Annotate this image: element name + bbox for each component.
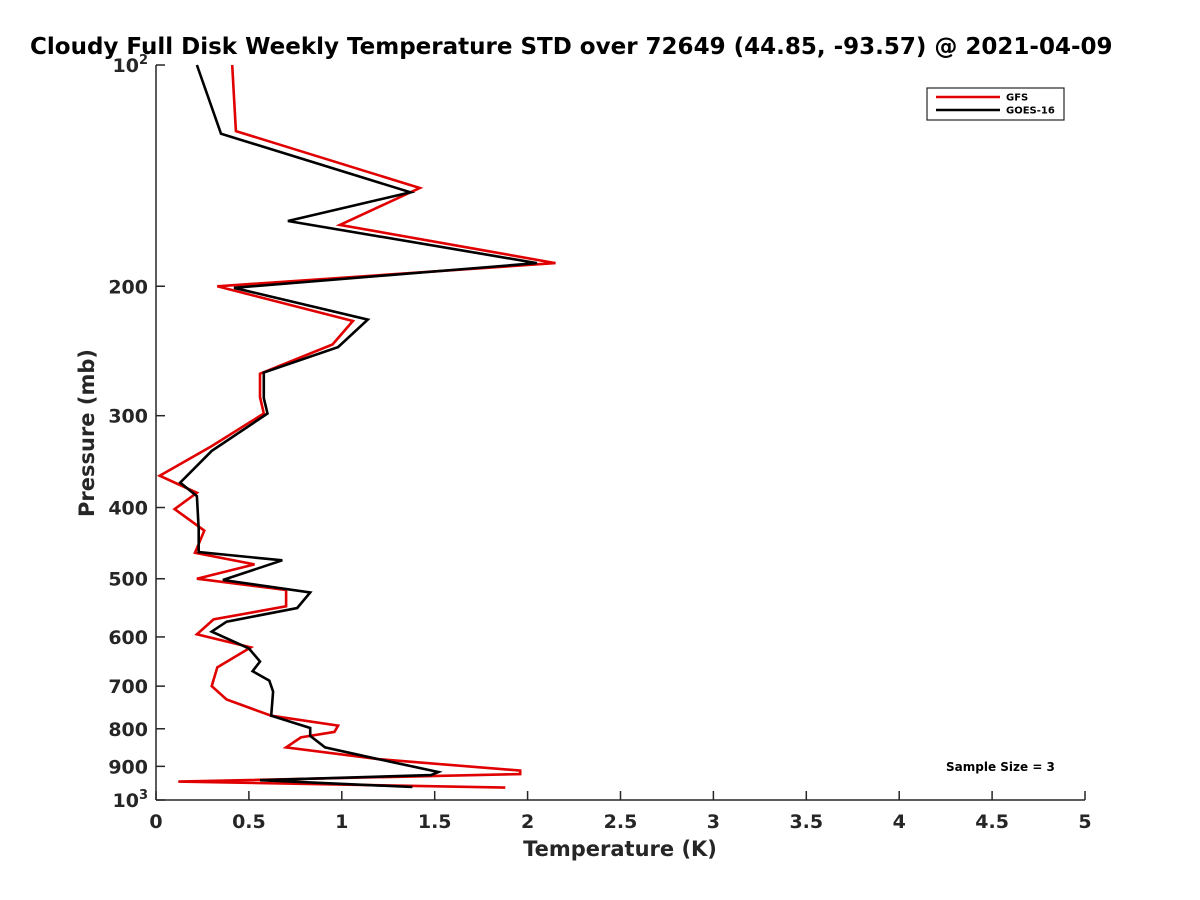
x-tick-label: 1.5 — [418, 811, 452, 833]
legend-label-goes16: GOES-16 — [1006, 106, 1055, 117]
x-tick-label: 2 — [521, 811, 534, 833]
y-tick-label: 500 — [108, 569, 148, 591]
x-tick-label: 5 — [1078, 811, 1091, 833]
y-tick-label: 103 — [113, 788, 149, 812]
plot-background — [156, 65, 1085, 800]
x-axis-ticks: 0 0.5 1 1.5 2 2.5 3 3.5 4 4.5 5 — [149, 791, 1092, 833]
x-axis-label: Temperature (K) — [523, 837, 717, 861]
x-tick-label: 0 — [149, 811, 162, 833]
series-line-goes16 — [178, 64, 538, 789]
y-tick-label: 700 — [108, 676, 148, 698]
plot-area: 0 0.5 1 1.5 2 2.5 3 3.5 4 4.5 5 102 200 300 400 500 600… — [108, 53, 1091, 833]
x-tick-label: 4 — [893, 811, 906, 833]
x-tick-label: 0.5 — [232, 811, 266, 833]
x-tick-label: 2.5 — [604, 811, 638, 833]
y-tick-label: 600 — [108, 627, 148, 649]
x-tick-label: 4.5 — [975, 811, 1009, 833]
y-axis-label: Pressure (mb) — [75, 349, 99, 517]
series-layer — [156, 64, 556, 789]
y-tick-label: 900 — [108, 756, 148, 778]
y-tick-label: 800 — [108, 719, 148, 741]
y-tick-label: 200 — [108, 276, 148, 298]
y-tick-label: 400 — [108, 498, 148, 520]
y-tick-label: 102 — [113, 53, 149, 77]
y-tick-label: 300 — [108, 406, 148, 428]
legend-label-gfs: GFS — [1006, 93, 1028, 104]
chart-title: Cloudy Full Disk Weekly Temperature STD … — [30, 34, 1113, 60]
x-tick-label: 1 — [335, 811, 348, 833]
x-tick-label: 3.5 — [789, 811, 823, 833]
x-tick-label: 3 — [707, 811, 720, 833]
legend: GFS GOES-16 — [926, 87, 1065, 121]
series-line-gfs — [156, 64, 556, 789]
sample-size-annotation: Sample Size = 3 — [946, 760, 1055, 774]
y-axis-ticks: 102 200 300 400 500 600 700 800 900 103 — [108, 53, 165, 812]
legend-box — [926, 87, 1065, 121]
